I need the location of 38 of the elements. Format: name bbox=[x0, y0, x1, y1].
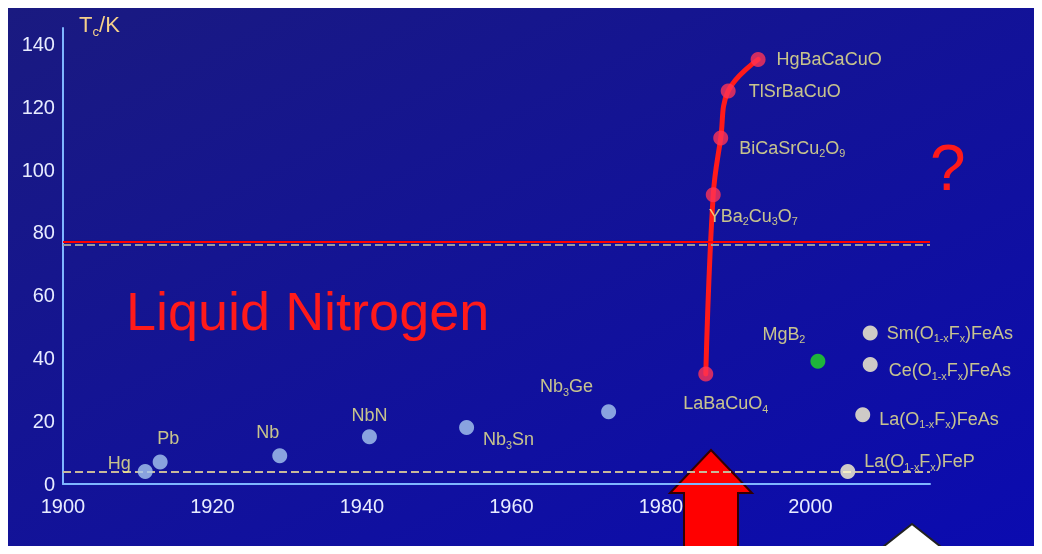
point bbox=[459, 419, 475, 435]
point bbox=[750, 51, 766, 67]
y-tick-label: 140 bbox=[21, 32, 55, 55]
point bbox=[137, 463, 153, 479]
x-tick-label: 1980 bbox=[638, 495, 684, 517]
y-tick-label: 100 bbox=[21, 158, 55, 181]
series-label: Hg bbox=[107, 453, 131, 474]
point bbox=[862, 325, 878, 341]
series-label: HgBaCaCuO bbox=[776, 49, 882, 70]
y-tick-label: 120 bbox=[21, 95, 55, 118]
x-tick-label: 1960 bbox=[489, 495, 534, 517]
point bbox=[361, 429, 377, 445]
point bbox=[698, 366, 714, 382]
series-label: Pb bbox=[157, 428, 180, 449]
y-tick-label: 80 bbox=[32, 221, 55, 244]
point bbox=[713, 130, 729, 146]
point bbox=[862, 357, 878, 372]
point bbox=[601, 404, 617, 420]
y-tick-label: 0 bbox=[43, 473, 55, 495]
x-tick-label: 1940 bbox=[339, 495, 385, 517]
series-label: Nb bbox=[256, 422, 280, 443]
point bbox=[855, 407, 871, 423]
y-tick-label: 60 bbox=[32, 284, 55, 307]
x-tick-label: 1920 bbox=[190, 495, 235, 517]
x-tick-label: 1900 bbox=[40, 495, 86, 517]
point bbox=[705, 187, 721, 203]
x-tick-label: 2000 bbox=[788, 495, 833, 517]
annotation: Liquid Nitrogen bbox=[126, 281, 490, 341]
point bbox=[152, 454, 168, 470]
point bbox=[720, 83, 736, 99]
point bbox=[810, 353, 826, 369]
point bbox=[840, 463, 856, 479]
y-tick-label: 20 bbox=[32, 410, 55, 433]
point bbox=[272, 448, 288, 464]
annotation: ? bbox=[930, 132, 966, 204]
series-label: TlSrBaCuO bbox=[748, 80, 841, 101]
y-tick-label: 40 bbox=[32, 347, 55, 370]
series-label: NbN bbox=[351, 405, 388, 426]
